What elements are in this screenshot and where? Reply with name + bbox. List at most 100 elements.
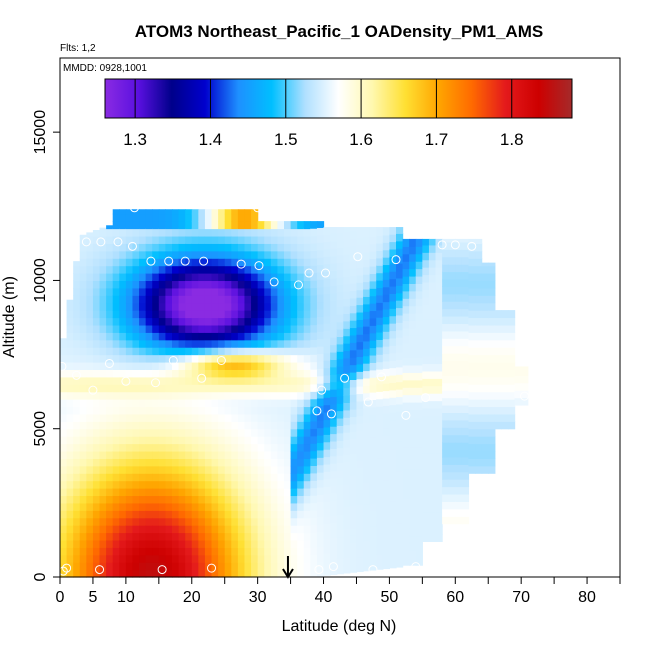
heatmap-cell xyxy=(92,428,101,437)
heatmap-cell xyxy=(125,458,134,467)
heatmap-cell xyxy=(356,393,364,402)
heatmap-cell xyxy=(218,317,226,326)
heatmap-cell xyxy=(191,436,199,445)
heatmap-cell xyxy=(389,441,397,450)
heatmap-cell xyxy=(204,554,213,563)
heatmap-cell xyxy=(297,391,305,400)
heatmap-cell xyxy=(204,502,213,511)
heatmap-cell xyxy=(132,280,140,289)
heatmap-cell xyxy=(244,391,252,400)
heatmap-cell xyxy=(349,320,358,329)
heatmap-cell xyxy=(422,304,430,313)
heatmap-cell xyxy=(66,361,74,370)
heatmap-cell xyxy=(310,280,318,289)
heatmap-cell xyxy=(112,295,120,304)
heatmap-cell xyxy=(343,350,351,359)
heatmap-cell xyxy=(402,528,410,537)
heatmap-cell xyxy=(303,250,311,259)
heatmap-cell xyxy=(251,436,259,445)
heatmap-cell xyxy=(132,213,140,222)
heatmap-cell xyxy=(73,361,81,370)
heatmap-cell xyxy=(316,509,325,518)
heatmap-cell xyxy=(73,295,81,304)
heatmap-cell xyxy=(343,372,351,381)
heatmap-cell xyxy=(330,507,338,516)
heatmap-cell xyxy=(501,332,509,341)
heatmap-cell xyxy=(290,421,298,430)
heatmap-cell xyxy=(264,369,272,378)
sample-point xyxy=(157,565,167,575)
heatmap-cell xyxy=(178,250,186,259)
heatmap-cell xyxy=(475,243,483,252)
heatmap-cell xyxy=(251,384,259,393)
sample-point xyxy=(340,373,350,383)
heatmap-cell xyxy=(125,421,134,430)
heatmap-cell xyxy=(99,258,107,267)
heatmap-cell xyxy=(237,339,246,348)
heatmap-cell xyxy=(270,488,279,497)
heatmap-cell xyxy=(475,273,483,282)
heatmap-cell xyxy=(112,525,120,534)
heatmap-cell xyxy=(172,413,180,422)
heatmap-cell xyxy=(323,441,331,450)
heatmap-cell xyxy=(264,376,272,385)
heatmap-cell xyxy=(389,426,397,435)
heatmap-cell xyxy=(204,436,213,445)
heatmap-cell xyxy=(172,209,180,215)
x-tick-label: 10 xyxy=(117,589,135,606)
heatmap-cell xyxy=(343,550,351,559)
heatmap-cell xyxy=(237,525,246,534)
heatmap-cell xyxy=(152,324,160,333)
heatmap-cell xyxy=(251,258,259,267)
heatmap-cell xyxy=(303,569,311,578)
heatmap-cell xyxy=(178,213,186,222)
heatmap-cell xyxy=(211,569,219,578)
heatmap-cell xyxy=(277,562,285,571)
heatmap-cell xyxy=(224,324,232,333)
heatmap-cell xyxy=(165,473,173,482)
heatmap-cell xyxy=(191,532,199,541)
heatmap-cell xyxy=(468,258,476,267)
heatmap-cell xyxy=(152,525,160,534)
heatmap-cell xyxy=(323,493,331,502)
heatmap-cell xyxy=(455,238,463,243)
heatmap-cell xyxy=(336,521,344,530)
heatmap-cell xyxy=(211,547,219,556)
heatmap-cell xyxy=(382,242,391,251)
heatmap-cell xyxy=(376,472,384,481)
heatmap-cell xyxy=(422,289,430,298)
heatmap-cell xyxy=(389,360,397,369)
heatmap-cell xyxy=(204,310,213,319)
heatmap-cell xyxy=(86,525,94,534)
heatmap-cell xyxy=(99,243,107,252)
heatmap-cell xyxy=(396,433,404,442)
heatmap-cell xyxy=(316,397,325,406)
heatmap-cell xyxy=(172,369,180,378)
heatmap-cell xyxy=(139,339,147,348)
heatmap-cell xyxy=(145,347,153,356)
heatmap-cell xyxy=(435,267,443,276)
heatmap-cell xyxy=(79,406,87,415)
heatmap-cell xyxy=(158,391,167,400)
heatmap-cell xyxy=(73,510,81,519)
heatmap-cell xyxy=(336,351,344,360)
heatmap-cell xyxy=(270,413,279,422)
heatmap-cell xyxy=(198,258,206,267)
heatmap-cell xyxy=(270,391,279,400)
heatmap-cell xyxy=(218,510,226,519)
heatmap-cell xyxy=(79,539,87,548)
heatmap-cell xyxy=(66,450,74,459)
heatmap-cell xyxy=(178,295,186,304)
heatmap-cell xyxy=(290,228,298,237)
heatmap-cell xyxy=(224,384,232,393)
heatmap-cell xyxy=(178,569,186,578)
heatmap-cell xyxy=(86,502,94,511)
heatmap-cell xyxy=(310,354,318,363)
heatmap-cell xyxy=(251,273,259,282)
heatmap-cell xyxy=(119,480,127,489)
heatmap-cell xyxy=(86,265,94,274)
heatmap-cell xyxy=(435,437,443,446)
heatmap-cell xyxy=(172,384,180,393)
heatmap-cell xyxy=(409,372,417,381)
heatmap-cell xyxy=(92,280,101,289)
